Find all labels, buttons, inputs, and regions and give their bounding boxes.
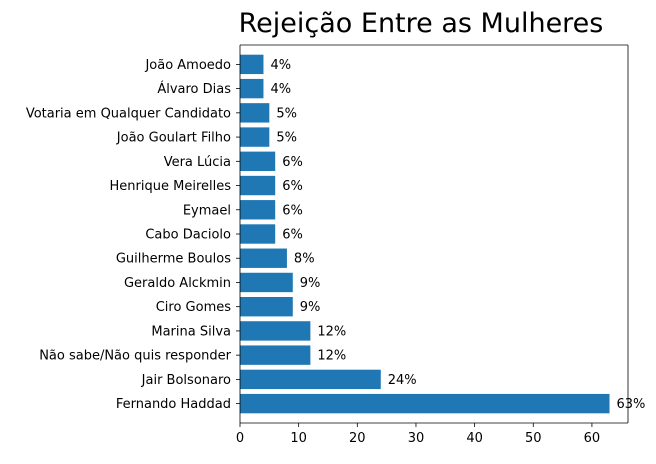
bar-11 — [240, 321, 311, 341]
category-label: Jair Bolsonaro — [141, 373, 231, 388]
bar-5 — [240, 175, 276, 196]
value-label: 6% — [282, 155, 303, 170]
value-label: 6% — [282, 203, 303, 218]
category-label: Marina Silva — [151, 324, 231, 339]
value-label: 6% — [282, 179, 303, 194]
value-label: 24% — [388, 373, 417, 388]
bar-14 — [240, 393, 610, 414]
bar-10 — [240, 297, 293, 317]
x-tick-label: 10 — [290, 431, 307, 446]
bar-4 — [240, 151, 276, 171]
value-label: 9% — [300, 300, 321, 315]
value-label: 8% — [294, 252, 315, 267]
value-label: 4% — [270, 82, 291, 97]
bar-13 — [240, 369, 381, 390]
bar-0 — [240, 54, 264, 75]
bar-7 — [240, 224, 276, 244]
bar-9 — [240, 272, 293, 293]
bars-layer — [240, 54, 610, 414]
category-label: João Goulart Filho — [116, 131, 231, 146]
category-label: Cabo Daciolo — [145, 228, 231, 243]
value-label: 12% — [317, 324, 346, 339]
value-label: 4% — [270, 58, 291, 73]
category-label: Geraldo Alckmin — [124, 276, 231, 291]
category-label: Não sabe/Não quis responder — [39, 349, 231, 364]
category-label: Fernando Haddad — [116, 397, 231, 412]
bar-12 — [240, 345, 311, 365]
labels-layer: João Amoedo 4% Álvaro Dias 4% Votaria em Qua… — [26, 58, 646, 412]
value-label: 5% — [276, 106, 297, 121]
bar-2 — [240, 103, 270, 123]
category-label: João Amoedo — [144, 58, 231, 73]
axes-layer: 0 10 20 30 40 50 60 — [236, 44, 629, 446]
category-label: Eymael — [183, 203, 231, 218]
x-tick-label: 40 — [466, 431, 483, 446]
value-label: 6% — [282, 228, 303, 243]
value-label: 5% — [276, 131, 297, 146]
x-tick-label: 0 — [236, 431, 244, 446]
category-label: Vera Lúcia — [164, 155, 231, 170]
x-tick-label: 30 — [408, 431, 425, 446]
category-label: Guilherme Boulos — [116, 252, 231, 267]
category-label: Henrique Meirelles — [110, 179, 232, 194]
category-label: Votaria em Qualquer Candidato — [26, 106, 231, 121]
chart-title: Rejeição Entre as Mulheres — [239, 8, 604, 39]
bar-8 — [240, 248, 287, 268]
bar-1 — [240, 78, 264, 99]
category-label: Ciro Gomes — [156, 300, 232, 315]
x-tick-label: 60 — [584, 431, 601, 446]
x-tick-label: 20 — [349, 431, 366, 446]
value-label: 12% — [317, 349, 346, 364]
x-tick-label: 50 — [525, 431, 542, 446]
bar-3 — [240, 127, 270, 147]
value-label: 9% — [300, 276, 321, 291]
bar-6 — [240, 200, 276, 220]
value-label: 63% — [617, 397, 646, 412]
category-label: Álvaro Dias — [157, 81, 231, 97]
